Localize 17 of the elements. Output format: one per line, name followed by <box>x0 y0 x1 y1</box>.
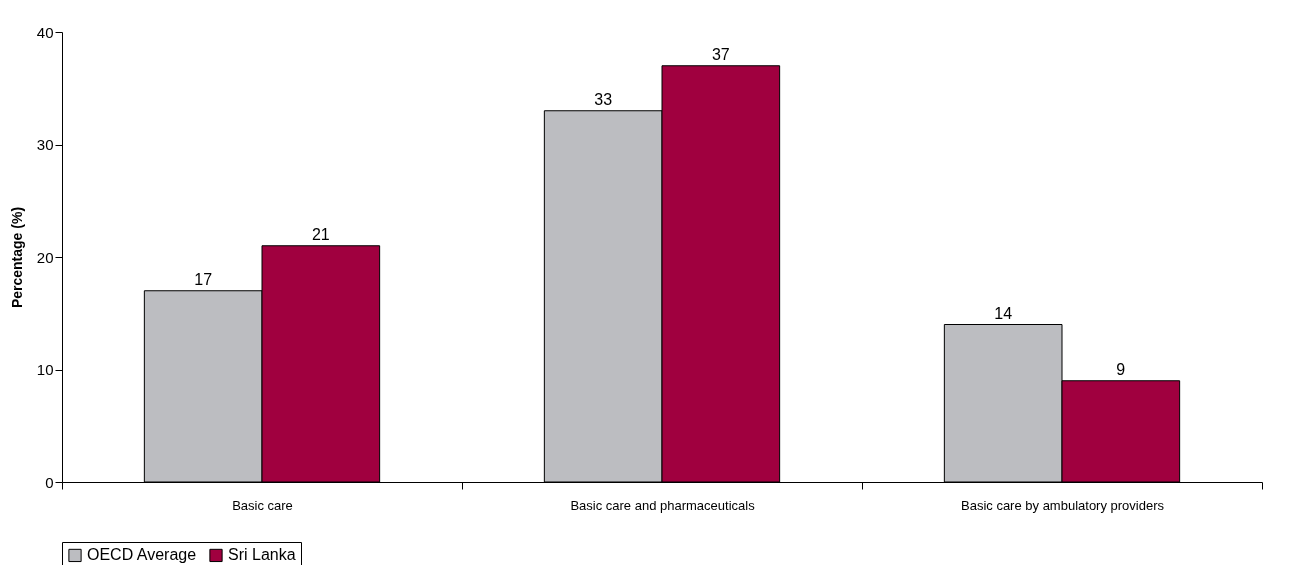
y-tick-label: 20 <box>36 248 54 266</box>
x-tick-label: Basic care and pharmaceuticals <box>570 497 756 513</box>
data-label: 9 <box>1116 360 1126 378</box>
data-label: 21 <box>311 225 330 243</box>
x-tick-label: Basic care by ambulatory providers <box>960 497 1165 513</box>
legend-label: Sri Lanka <box>228 546 296 564</box>
data-label: 37 <box>711 45 730 63</box>
y-tick-label: 10 <box>36 361 54 378</box>
data-label: 14 <box>994 304 1013 322</box>
y-tick-label: 0 <box>45 473 54 491</box>
data-label: 17 <box>194 270 213 288</box>
legend-label: OECD Average <box>87 546 197 564</box>
y-axis-title: Percentage (%) <box>8 206 25 309</box>
x-tick-label: Basic care <box>232 497 293 513</box>
data-label: 33 <box>594 90 613 108</box>
y-tick-label: 40 <box>36 23 54 41</box>
y-tick-label: 30 <box>36 136 54 153</box>
